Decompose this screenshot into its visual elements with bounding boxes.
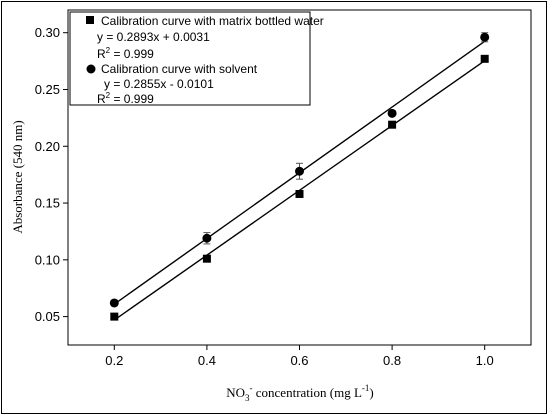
x-axis-title-sub: 3 <box>245 393 250 403</box>
x-tick-label: 0.6 <box>290 353 308 368</box>
x-axis-title-sup2: -1 <box>362 383 370 393</box>
legend-entry-solvent: Calibration curve with solvent <box>101 62 258 76</box>
y-tick-label: 0.25 <box>35 82 60 97</box>
data-point-square <box>480 54 489 63</box>
data-point-circle <box>295 166 304 176</box>
x-axis-title-sup: - <box>250 383 253 393</box>
y-axis-title: Absorbance (540 nm) <box>10 120 25 233</box>
x-tick-label: 1.0 <box>476 353 494 368</box>
r2-matrix-label: R <box>97 47 106 61</box>
y-tick-label: 0.10 <box>35 252 60 267</box>
y-tick-label: 0.30 <box>35 25 60 40</box>
r2-solvent-sup: 2 <box>106 91 111 100</box>
equation-solvent: y = 0.2855x - 0.0101 <box>104 77 214 91</box>
legend-marker-square <box>86 16 94 24</box>
data-point-square <box>202 254 211 263</box>
x-axis-title-rest: concentration (mg L <box>253 385 362 400</box>
data-point-circle <box>480 32 490 42</box>
r2-matrix-value: = 0.999 <box>110 47 154 61</box>
data-point-circle <box>109 298 119 308</box>
y-tick-label: 0.15 <box>35 196 60 211</box>
r2-matrix: R2 = 0.999 <box>97 46 154 61</box>
r2-solvent: R2 = 0.999 <box>97 91 154 106</box>
y-tick-label: 0.20 <box>35 139 60 154</box>
equation-matrix: y = 0.2893x + 0.0031 <box>97 30 210 44</box>
legend: Calibration curve with matrix bottled wa… <box>69 11 324 106</box>
data-point-square <box>110 312 119 321</box>
r2-solvent-label: R <box>97 92 106 106</box>
x-tick-label: 0.4 <box>198 353 216 368</box>
x-axis-title: NO3- concentration (mg L-1) <box>226 383 374 403</box>
x-axis-title-end: ) <box>369 385 373 400</box>
data-point-circle <box>202 233 212 243</box>
data-points <box>109 32 490 321</box>
y-tick-label: 0.05 <box>35 309 60 324</box>
r2-solvent-value: = 0.999 <box>110 92 154 106</box>
x-axis-title-base: NO <box>226 385 245 400</box>
x-tick-label: 0.2 <box>105 353 123 368</box>
axis-ticks: 0.2 0.4 0.6 0.8 1.0 0.05 0.10 0.15 0.20 0.25 0.30 <box>35 25 494 368</box>
r2-matrix-sup: 2 <box>106 46 111 55</box>
legend-entry-matrix: Calibration curve with matrix bottled wa… <box>101 14 324 28</box>
data-point-square <box>388 120 397 129</box>
legend-box <box>69 11 311 106</box>
data-point-circle <box>387 108 397 118</box>
legend-marker-circle <box>86 64 96 74</box>
data-point-square <box>295 189 304 198</box>
x-tick-label: 0.8 <box>383 353 401 368</box>
